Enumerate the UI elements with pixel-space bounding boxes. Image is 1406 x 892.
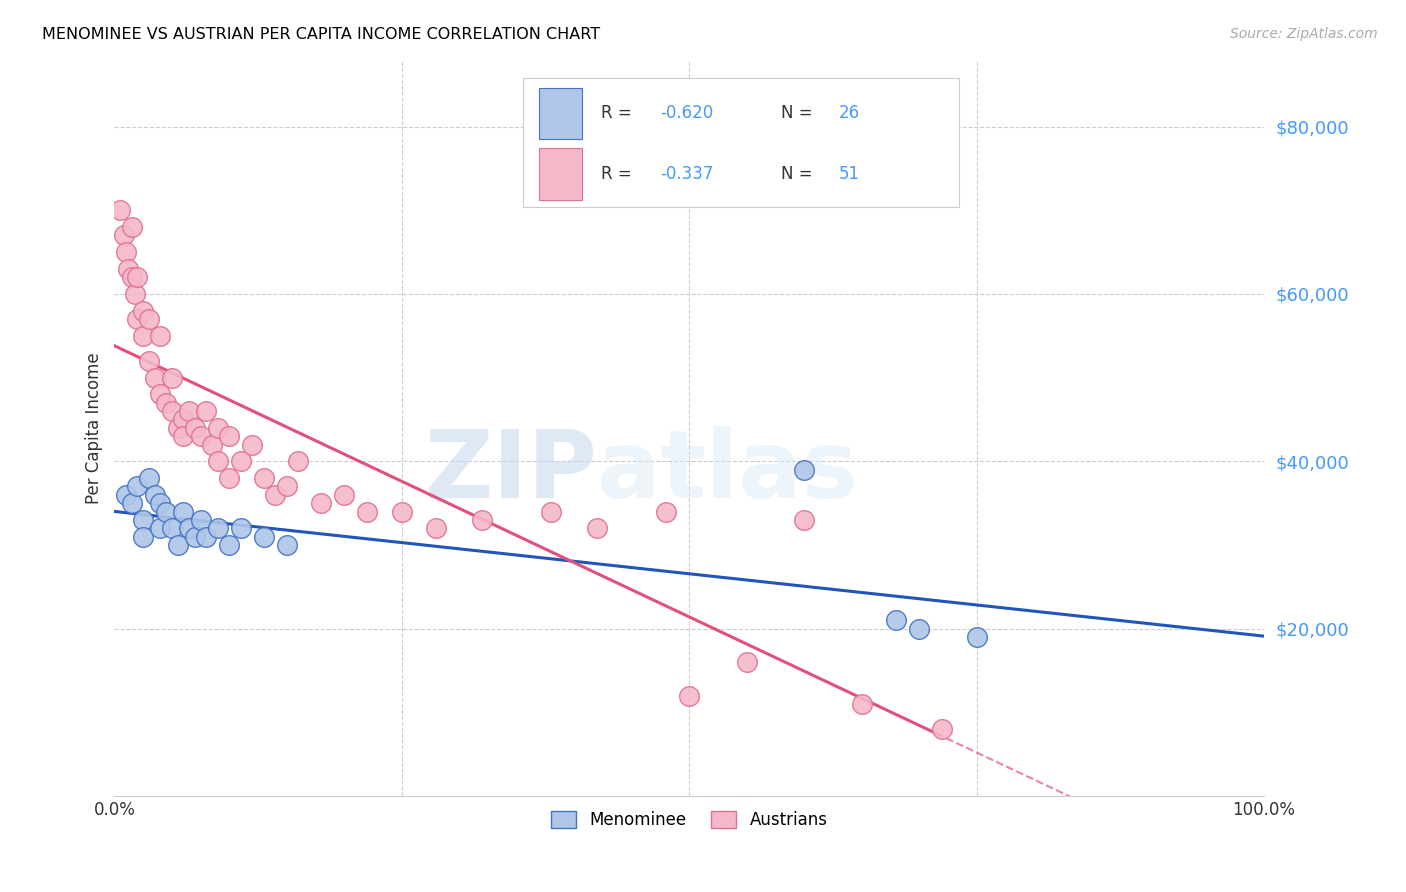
Point bbox=[108, 203, 131, 218]
Point bbox=[132, 513, 155, 527]
Point bbox=[655, 504, 678, 518]
Point bbox=[132, 328, 155, 343]
Point bbox=[149, 328, 172, 343]
Point bbox=[115, 245, 138, 260]
Point bbox=[276, 479, 298, 493]
Point bbox=[155, 395, 177, 409]
Point bbox=[207, 454, 229, 468]
Text: ZIP: ZIP bbox=[425, 426, 598, 518]
Point bbox=[149, 521, 172, 535]
Point bbox=[166, 538, 188, 552]
FancyBboxPatch shape bbox=[538, 148, 582, 200]
Text: R =: R = bbox=[600, 104, 637, 122]
Point bbox=[172, 429, 194, 443]
Point bbox=[184, 530, 207, 544]
Point bbox=[207, 421, 229, 435]
Point bbox=[735, 655, 758, 669]
Text: N =: N = bbox=[782, 104, 818, 122]
Point bbox=[311, 496, 333, 510]
Text: R =: R = bbox=[600, 165, 637, 183]
Point bbox=[195, 404, 218, 418]
Point bbox=[121, 496, 143, 510]
Point bbox=[143, 488, 166, 502]
Text: 26: 26 bbox=[838, 104, 859, 122]
Point bbox=[160, 370, 183, 384]
Point bbox=[127, 479, 149, 493]
Point bbox=[586, 521, 609, 535]
Text: Source: ZipAtlas.com: Source: ZipAtlas.com bbox=[1230, 27, 1378, 41]
Point bbox=[195, 530, 218, 544]
Point bbox=[253, 530, 276, 544]
Point bbox=[276, 538, 298, 552]
Point bbox=[229, 454, 252, 468]
Point bbox=[253, 471, 276, 485]
Point bbox=[149, 496, 172, 510]
Point bbox=[115, 488, 138, 502]
Point bbox=[190, 513, 212, 527]
Point bbox=[966, 630, 988, 644]
Point bbox=[112, 228, 135, 243]
Point bbox=[121, 219, 143, 234]
Point bbox=[172, 412, 194, 426]
Point bbox=[287, 454, 309, 468]
Point bbox=[155, 504, 177, 518]
Point bbox=[851, 697, 873, 711]
Legend: Menominee, Austrians: Menominee, Austrians bbox=[544, 804, 834, 836]
Text: -0.620: -0.620 bbox=[661, 104, 714, 122]
Point bbox=[179, 404, 201, 418]
Point bbox=[190, 429, 212, 443]
Point bbox=[127, 312, 149, 326]
Point bbox=[160, 521, 183, 535]
Point bbox=[207, 521, 229, 535]
Point bbox=[471, 513, 494, 527]
Point bbox=[121, 270, 143, 285]
FancyBboxPatch shape bbox=[523, 78, 959, 207]
Point bbox=[218, 471, 240, 485]
Point bbox=[218, 538, 240, 552]
Point bbox=[884, 613, 907, 627]
Text: N =: N = bbox=[782, 165, 818, 183]
Point bbox=[138, 471, 160, 485]
Point bbox=[356, 504, 378, 518]
Point bbox=[240, 437, 263, 451]
Point bbox=[425, 521, 447, 535]
Point bbox=[540, 504, 562, 518]
Point bbox=[931, 722, 953, 736]
Point bbox=[143, 370, 166, 384]
Point bbox=[793, 513, 815, 527]
FancyBboxPatch shape bbox=[538, 87, 582, 139]
Text: -0.337: -0.337 bbox=[661, 165, 714, 183]
Point bbox=[127, 270, 149, 285]
Point bbox=[117, 261, 139, 276]
Point bbox=[132, 303, 155, 318]
Point bbox=[149, 387, 172, 401]
Point bbox=[264, 488, 287, 502]
Point bbox=[793, 463, 815, 477]
Y-axis label: Per Capita Income: Per Capita Income bbox=[86, 352, 103, 504]
Point bbox=[201, 437, 224, 451]
Point bbox=[124, 287, 146, 301]
Point bbox=[678, 689, 700, 703]
Point bbox=[132, 530, 155, 544]
Point bbox=[333, 488, 356, 502]
Point bbox=[179, 521, 201, 535]
Point bbox=[160, 404, 183, 418]
Point bbox=[166, 421, 188, 435]
Point bbox=[184, 421, 207, 435]
Point bbox=[391, 504, 413, 518]
Point bbox=[218, 429, 240, 443]
Point bbox=[138, 312, 160, 326]
Text: MENOMINEE VS AUSTRIAN PER CAPITA INCOME CORRELATION CHART: MENOMINEE VS AUSTRIAN PER CAPITA INCOME … bbox=[42, 27, 600, 42]
Point bbox=[908, 622, 931, 636]
Point bbox=[172, 504, 194, 518]
Point bbox=[138, 354, 160, 368]
Text: atlas: atlas bbox=[598, 426, 858, 518]
Text: 51: 51 bbox=[838, 165, 859, 183]
Point bbox=[229, 521, 252, 535]
